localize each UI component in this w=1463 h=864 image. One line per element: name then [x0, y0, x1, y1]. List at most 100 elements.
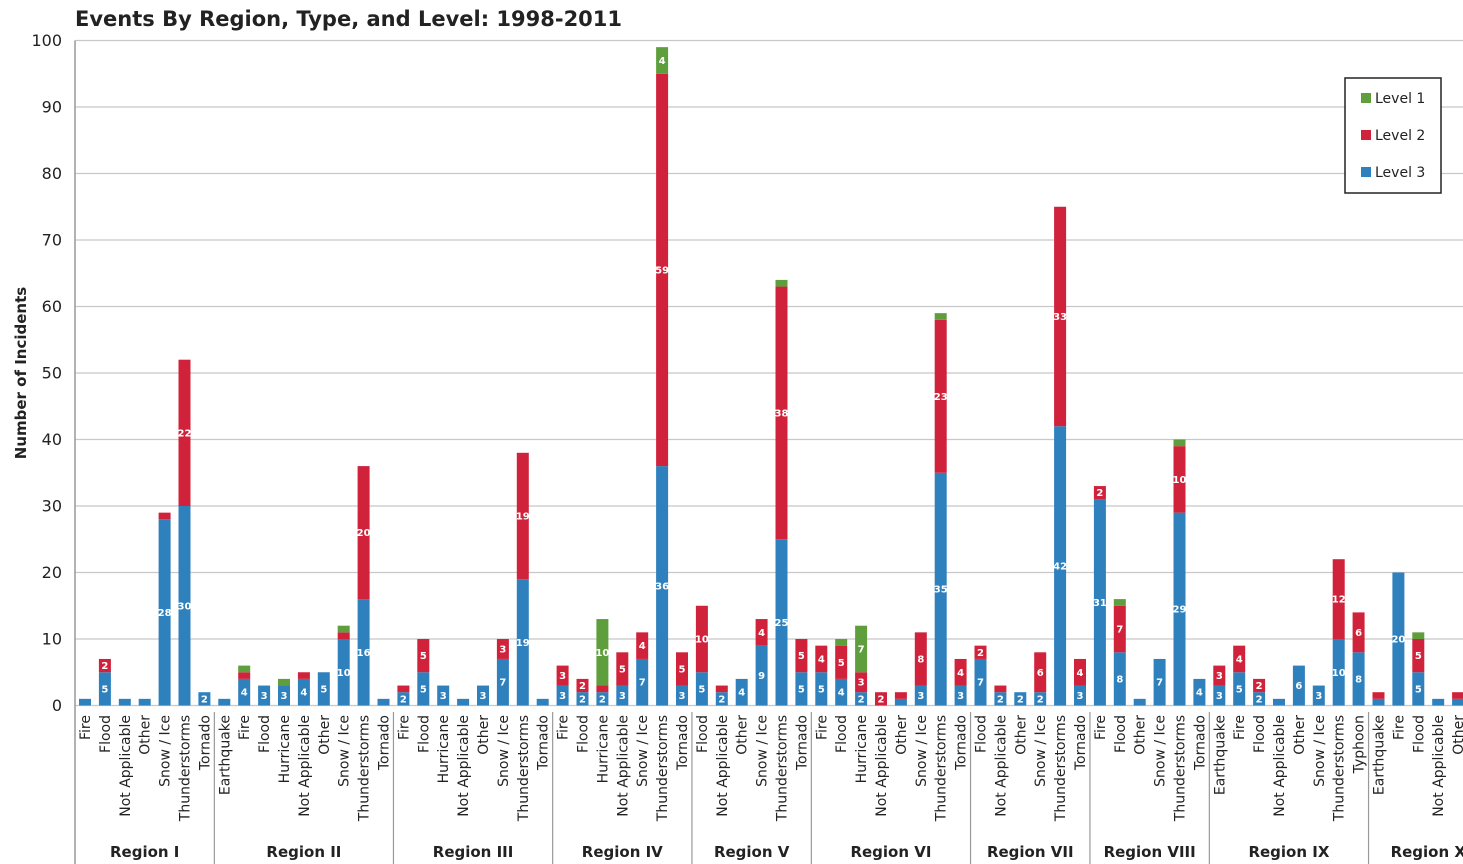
bar-level-2	[496, 639, 509, 659]
bar-level-3	[437, 685, 450, 706]
bar-level-3	[755, 645, 768, 706]
bar-level-1	[656, 47, 669, 74]
bar-level-3	[616, 685, 629, 706]
bar-level-2	[616, 652, 629, 686]
bar-level-3	[377, 698, 390, 706]
category-label: Snow / Ice	[337, 715, 353, 787]
category-label: Tornado	[197, 715, 213, 771]
data-label: 5	[698, 684, 705, 695]
bar-level-1	[934, 313, 947, 320]
bar-level-2	[1173, 446, 1186, 513]
category-label: Thunderstorms	[934, 715, 950, 822]
category-label: Not Applicable	[615, 715, 631, 817]
bar-level-3	[397, 692, 410, 706]
category-label: Tornado	[675, 715, 691, 771]
category-label: Fire	[556, 715, 572, 740]
bar-level-3	[1292, 665, 1305, 706]
bar-level-2	[835, 645, 848, 679]
group-label: Region V	[714, 843, 790, 861]
bar-level-2	[1412, 639, 1425, 673]
category-label: Thunderstorms	[178, 715, 194, 822]
category-label: Other	[138, 715, 154, 755]
bar-level-3	[636, 658, 649, 706]
group-label: Region VIII	[1104, 843, 1196, 861]
group-label: Region IV	[582, 843, 663, 861]
data-label: 5	[1415, 684, 1422, 695]
data-label: 10	[595, 648, 609, 659]
bar-level-2	[556, 665, 569, 686]
data-label: 20	[357, 528, 371, 539]
bar-level-2	[676, 652, 688, 686]
bar-level-3	[556, 685, 569, 706]
data-label: 19	[516, 638, 530, 649]
bar-level-3	[1352, 652, 1365, 706]
bar-level-2	[715, 685, 728, 693]
bar-level-3	[158, 519, 171, 706]
bar-level-3	[357, 599, 370, 706]
bar-level-3	[954, 685, 967, 706]
bar-level-2	[894, 692, 907, 699]
bar-level-2	[1253, 678, 1266, 693]
data-label: 2	[579, 694, 586, 705]
bar-level-2	[1093, 486, 1106, 500]
bar-level-2	[516, 452, 529, 580]
bar-level-3	[1093, 499, 1106, 706]
category-label: Tornado	[954, 715, 970, 771]
y-tick-label: 90	[42, 98, 62, 117]
chart-title: Events By Region, Type, and Level: 1998-…	[75, 7, 622, 31]
category-label: Not Applicable	[1272, 715, 1288, 817]
category-label: Hurricane	[436, 715, 452, 783]
data-label: 2	[858, 694, 865, 705]
legend-label-level-1: Level 1	[1375, 91, 1425, 107]
data-label: 4	[838, 688, 845, 699]
category-label: Flood	[416, 715, 432, 753]
data-label: 3	[917, 691, 924, 702]
bar-level-3	[576, 692, 589, 706]
bar-level-3	[297, 678, 310, 706]
data-label: 5	[679, 664, 686, 675]
data-label: 23	[934, 392, 948, 403]
bar-level-2	[1372, 692, 1385, 699]
bar-level-2	[695, 605, 708, 673]
bar-level-3	[477, 685, 489, 706]
category-label: Earthquake	[1372, 715, 1388, 795]
category-label: Thunderstorms	[1053, 715, 1069, 822]
bar-level-3	[278, 685, 290, 706]
bar-level-3	[1153, 658, 1166, 706]
bar-level-1	[278, 678, 290, 686]
data-label: 7	[1116, 625, 1123, 636]
data-label: 2	[599, 694, 606, 705]
bar-level-2	[1233, 645, 1246, 673]
bar-level-3	[1372, 698, 1385, 706]
bar-level-3	[337, 639, 350, 706]
bar-level-1	[775, 279, 788, 287]
bar-level-1	[855, 625, 868, 673]
data-label: 3	[281, 691, 288, 702]
data-label: 4	[300, 688, 307, 699]
bar-level-3	[198, 692, 211, 706]
data-label: 4	[1236, 654, 1243, 665]
bar-level-2	[815, 645, 828, 673]
category-label: Typhoon	[1352, 715, 1368, 774]
data-label: 19	[516, 511, 530, 522]
data-label: 2	[201, 694, 208, 705]
bar-level-2	[596, 685, 609, 693]
data-label: 4	[241, 688, 248, 699]
data-label: 3	[1216, 691, 1223, 702]
data-label: 59	[655, 265, 669, 276]
data-label: 3	[559, 691, 566, 702]
data-label: 7	[499, 678, 506, 689]
category-label: Thunderstorms	[655, 715, 671, 822]
bar-level-3	[596, 692, 609, 706]
data-label: 2	[101, 661, 108, 672]
category-label: Tornado	[794, 715, 810, 771]
data-label: 5	[619, 664, 626, 675]
y-tick-label: 80	[42, 164, 62, 183]
bar-level-1	[1412, 632, 1425, 639]
bar-level-3	[735, 678, 748, 706]
data-label: 31	[1093, 598, 1107, 609]
bar-level-2	[238, 672, 251, 679]
bar-level-2	[1213, 665, 1226, 686]
data-label: 2	[977, 648, 984, 659]
y-axis-label: Number of Incidents	[12, 287, 30, 459]
